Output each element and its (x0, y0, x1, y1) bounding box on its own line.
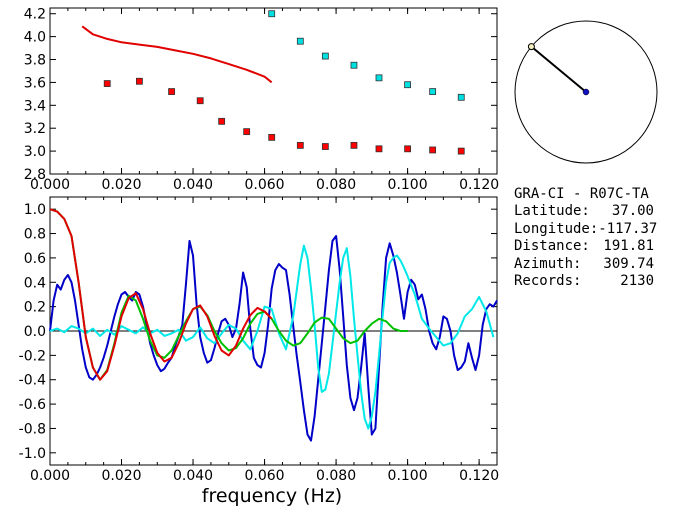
dispersion-marker (296, 141, 304, 149)
dispersion-x-tick-label: 0.000 (30, 177, 70, 193)
records-label: Records: (514, 273, 582, 290)
dispersion-plot: 0.000 0.020 0.040 0.060 0.080 0.100 0.120 2.8 3.… (24, 7, 499, 193)
waveform-series-line (49, 235, 498, 442)
azimuth-value: 309.74 (603, 255, 654, 272)
azimuth-label: Azimuth: (514, 255, 582, 272)
dispersion-x-tick-label: 0.100 (388, 177, 428, 193)
longitude-value: -117.37 (598, 220, 658, 237)
distance-value: 191.81 (603, 238, 654, 255)
dispersion-y-tick-label: 3.8 (24, 53, 46, 69)
azimuth-row: Azimuth: 309.74 (514, 256, 690, 273)
waveform-x-tick-label: 0.120 (459, 468, 499, 484)
waveform-y-tick-label: -0.6 (19, 397, 46, 413)
dispersion-marker (404, 145, 412, 153)
dispersion-marker (350, 61, 358, 69)
waveform-series-line (49, 208, 273, 381)
dispersion-marker (429, 88, 437, 95)
dispersion-marker (375, 74, 383, 82)
dispersion-series-line (81, 25, 273, 84)
azimuth-center-dot (582, 88, 590, 96)
dispersion-x-tick-label: 0.060 (245, 177, 285, 193)
waveform-y-tick-label: -0.8 (19, 421, 46, 437)
dispersion-plot-frame (49, 7, 498, 175)
distance-row: Distance: 191.81 (514, 238, 690, 255)
dispersion-marker (404, 81, 412, 89)
latitude-value: 37.00 (611, 203, 654, 220)
dispersion-marker (135, 77, 143, 85)
azimuth-tip-dot (527, 43, 535, 51)
waveform-plot: 0.000 0.020 0.040 0.060 0.080 0.100 0.120 1.0 0.… (19, 196, 499, 507)
dispersion-marker (196, 97, 204, 105)
waveform-x-tick-label: 0.060 (245, 468, 285, 484)
dispersion-y-tick-label: 3.2 (24, 121, 46, 137)
dispersion-y-tick-label: 3.6 (24, 75, 46, 91)
latitude-row: Latitude: 37.00 (514, 203, 690, 220)
azimuth-needle (530, 45, 587, 93)
records-value: 2130 (620, 273, 654, 290)
dispersion-x-tick-label: 0.120 (459, 177, 499, 193)
dispersion-marker (268, 10, 276, 18)
waveform-series-line (49, 244, 495, 430)
dispersion-marker (218, 117, 226, 125)
dispersion-marker (268, 133, 276, 141)
dispersion-x-tick-label: 0.080 (316, 177, 356, 193)
distance-label: Distance: (514, 238, 590, 255)
azimuth-dial (514, 20, 658, 164)
latitude-label: Latitude: (514, 203, 590, 220)
waveform-y-tick-label: -1.0 (19, 446, 46, 462)
waveform-x-tick-label: 0.080 (316, 468, 356, 484)
dispersion-marker (321, 52, 329, 60)
dispersion-y-tick-label: 3.0 (24, 144, 46, 160)
dispersion-y-tick-label: 2.8 (24, 167, 46, 183)
waveform-x-tick-label: 0.000 (30, 468, 70, 484)
dispersion-y-tick-label: 3.4 (24, 98, 46, 114)
x-axis-title: frequency (Hz) (202, 485, 342, 507)
dispersion-marker (296, 37, 304, 45)
waveform-plot-series (49, 208, 498, 442)
waveform-y-tick-label: 0.2 (24, 300, 46, 316)
waveform-x-tick-label: 0.020 (101, 468, 141, 484)
waveform-y-tick-label: 0.8 (24, 227, 46, 243)
waveform-y-tick-label: -0.2 (19, 348, 46, 364)
waveform-y-tick-label: -0.4 (19, 373, 46, 389)
dispersion-marker (321, 143, 329, 150)
dispersion-marker (243, 128, 251, 136)
waveform-y-tick-label: 1.0 (24, 202, 46, 218)
dispersion-x-tick-label: 0.020 (101, 177, 141, 193)
dispersion-y-tick-label: 4.2 (24, 7, 46, 23)
dispersion-x-tick-label: 0.040 (173, 177, 213, 193)
waveform-y-tick-label: 0.4 (24, 275, 46, 291)
dispersion-marker (103, 80, 111, 87)
dispersion-marker (457, 93, 465, 101)
dispersion-marker (429, 146, 437, 154)
waveform-y-tick-label: 0.0 (24, 324, 46, 340)
station-code: GRA-CI - R07C-TA (514, 186, 649, 202)
longitude-label: Longitude: (514, 220, 599, 237)
waveform-y-tick-label: 0.6 (24, 251, 46, 267)
records-row: Records: 2130 (514, 273, 690, 290)
dispersion-y-tick-label: 4.0 (24, 30, 46, 46)
dispersion-marker (168, 88, 175, 95)
dispersion-marker (350, 141, 358, 149)
waveform-plot-ticks: 0.000 0.020 0.040 0.060 0.080 0.100 0.120 1.0 0.… (19, 197, 499, 484)
azimuth-dial-circle (514, 20, 658, 164)
waveform-x-tick-label: 0.100 (388, 468, 428, 484)
dispersion-plot-ticks: 0.000 0.020 0.040 0.060 0.080 0.100 0.120 2.8 3.… (24, 7, 499, 193)
dispersion-marker (457, 147, 465, 155)
dispersion-plot-series (81, 10, 465, 155)
waveform-x-tick-label: 0.040 (173, 468, 213, 484)
dispersion-marker (375, 145, 383, 153)
station-info-panel: GRA-CI - R07C-TA Latitude: 37.00 Longitu… (514, 186, 690, 290)
longitude-row: Longitude: -117.37 (514, 221, 690, 238)
